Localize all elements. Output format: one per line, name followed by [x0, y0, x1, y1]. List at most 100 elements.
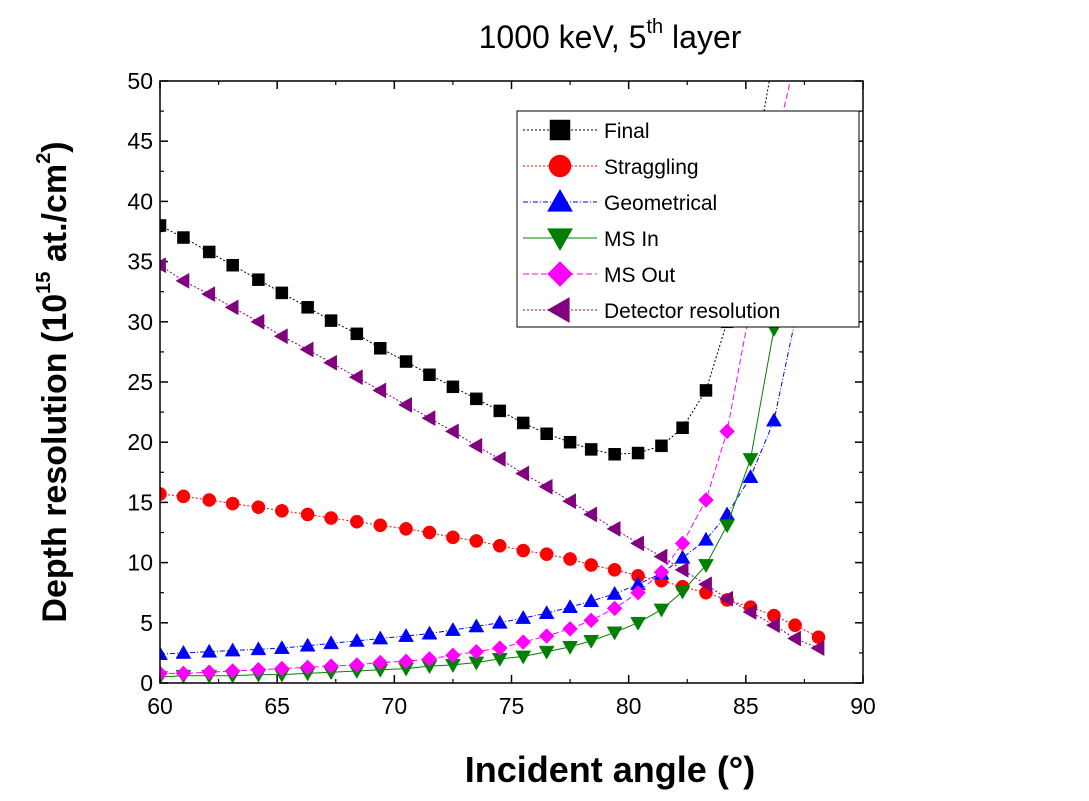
data-point-detector-resolution — [372, 382, 387, 399]
data-point-ms-out — [468, 643, 485, 660]
plot-frame — [159, 80, 864, 684]
data-point-geometrical — [299, 637, 316, 652]
data-point-ms-in — [653, 603, 670, 618]
x-axis-label: Incident angle (°) — [465, 749, 755, 790]
data-point-ms-out — [299, 659, 316, 676]
data-point-ms-in — [719, 519, 736, 534]
data-point-detector-resolution — [562, 493, 576, 510]
data-point-straggling — [225, 496, 240, 511]
data-point-final — [350, 327, 364, 341]
data-point-detector-resolution — [630, 535, 644, 552]
data-point-straggling — [563, 552, 577, 566]
series-ms-out — [160, 81, 791, 682]
data-point-ms-in — [630, 616, 646, 631]
data-point-ms-out — [445, 647, 461, 664]
legend-marker-ms-out — [547, 261, 573, 287]
data-point-ms-in — [562, 641, 579, 655]
data-point-geometrical — [273, 640, 290, 654]
data-point-geometrical — [160, 646, 168, 660]
data-point-ms-out — [273, 660, 290, 677]
data-point-ms-out — [630, 584, 646, 601]
series-line-final — [160, 81, 770, 455]
y-tick-label: 5 — [140, 610, 153, 636]
data-point-ms-out — [606, 600, 623, 617]
legend-label-final: Final — [604, 120, 650, 143]
data-point-final — [374, 342, 387, 355]
data-point-final — [301, 301, 314, 314]
data-point-straggling — [399, 522, 413, 536]
data-point-ms-in — [742, 453, 759, 468]
series-straggling — [160, 487, 826, 645]
data-point-geometrical — [742, 469, 759, 483]
data-point-final — [324, 314, 338, 327]
data-point-geometrical — [562, 599, 579, 614]
data-point-straggling — [349, 514, 364, 529]
data-point-geometrical — [606, 585, 623, 600]
data-point-ms-out — [698, 492, 714, 508]
data-point-detector-resolution — [606, 520, 621, 537]
legend-marker-straggling — [548, 154, 572, 178]
y-tick-label: 0 — [140, 670, 153, 696]
series-final — [160, 81, 770, 461]
data-point-geometrical — [175, 644, 192, 659]
x-tick-label: 90 — [850, 693, 876, 719]
data-point-straggling — [160, 487, 167, 501]
y-tick-label: 50 — [127, 68, 153, 94]
data-point-geometrical — [398, 628, 414, 642]
x-tick-label: 60 — [147, 693, 173, 719]
data-point-geometrical — [674, 549, 691, 564]
y-tick-label: 20 — [127, 429, 153, 455]
data-point-final — [699, 384, 713, 397]
data-point-ms-in — [698, 559, 714, 574]
data-point-straggling — [373, 518, 388, 533]
legend-label-ms-in: MS In — [604, 228, 659, 251]
series-line-ms-out — [160, 81, 791, 674]
data-point-straggling — [607, 562, 622, 577]
data-point-detector-resolution — [491, 451, 506, 467]
data-point-final — [275, 286, 289, 300]
legend-label-ms-out: MS Out — [604, 264, 675, 287]
data-point-geometrical — [421, 625, 438, 640]
data-point-ms-out — [398, 653, 414, 670]
data-point-geometrical — [224, 642, 241, 657]
data-point-ms-in — [674, 585, 691, 600]
data-point-ms-out — [491, 640, 508, 656]
data-point-detector-resolution — [538, 478, 553, 495]
data-point-detector-resolution — [468, 437, 483, 454]
data-point-ms-out — [224, 663, 241, 679]
data-point-detector-resolution — [697, 576, 712, 593]
data-point-detector-resolution — [719, 590, 733, 607]
data-point-straggling — [251, 500, 266, 515]
data-point-straggling — [788, 618, 802, 633]
x-tick-label: 80 — [616, 693, 642, 719]
data-point-geometrical — [468, 618, 485, 633]
data-point-straggling — [202, 493, 217, 507]
legend-box — [516, 110, 860, 328]
series-detector-resolution — [160, 257, 825, 657]
data-point-straggling — [446, 530, 460, 545]
data-point-ms-in — [583, 634, 600, 649]
data-point-straggling — [300, 507, 315, 522]
data-point-ms-out — [250, 661, 267, 678]
data-point-straggling — [275, 503, 289, 518]
data-point-final — [177, 231, 190, 244]
data-point-detector-resolution — [515, 465, 530, 482]
data-point-final — [676, 421, 689, 435]
y-tick-label: 45 — [127, 128, 153, 154]
chart-title-superscript: th — [646, 16, 663, 38]
data-point-geometrical — [766, 412, 782, 427]
data-point-ms-in — [538, 645, 555, 660]
data-point-ms-out — [719, 423, 735, 440]
data-point-final — [226, 258, 239, 272]
data-point-geometrical — [201, 643, 218, 658]
data-point-detector-resolution — [175, 272, 190, 289]
data-point-straggling — [584, 558, 599, 572]
data-point-final — [160, 219, 167, 232]
data-point-final — [540, 427, 553, 441]
legend-marker-detector-resolution — [546, 297, 570, 323]
data-point-final — [631, 446, 645, 460]
data-point-final — [202, 245, 216, 259]
y-tick-label: 25 — [127, 369, 153, 395]
data-point-detector-resolution — [810, 640, 825, 657]
